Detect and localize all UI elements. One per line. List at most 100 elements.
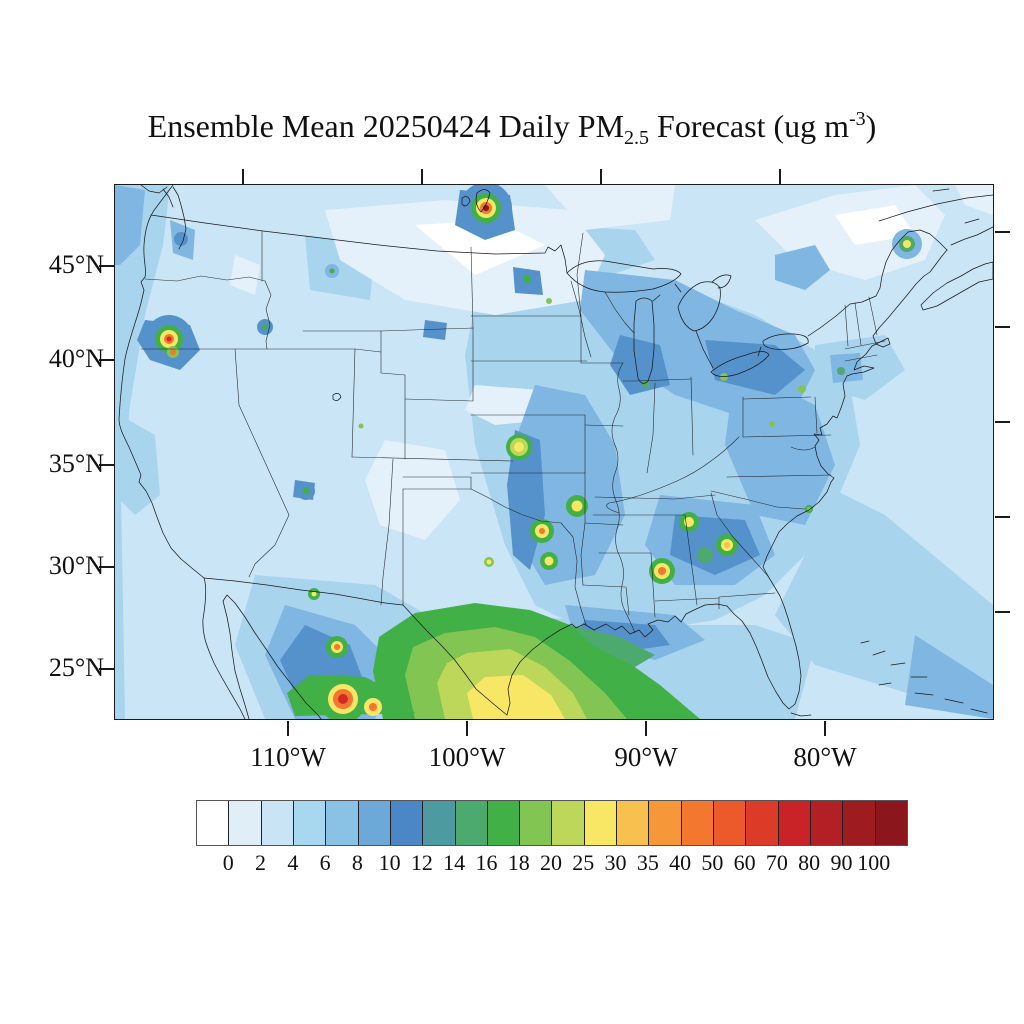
colorbar-level-label: 60 [733,850,756,875]
hotspot-idaho [262,324,268,330]
hotspot-missouri [571,500,583,512]
lon-tick [645,721,647,736]
right-tick [995,231,1010,233]
hotspot-mexico-north [311,591,317,597]
lat-tick-label: 45°N [48,250,104,279]
colorbar-segment [714,801,747,845]
hotspot-georgia-central [697,547,713,563]
us-canada-border [150,214,568,274]
colorbar-level-label: 12 [410,850,433,875]
georgian-bay [711,274,732,289]
colorbar-level-label: 80 [798,850,821,875]
lat-tick [99,668,114,670]
hotspot-virginia [769,421,775,427]
lake-michigan [633,297,655,384]
lon-tick [466,721,468,736]
hotspot-new-york-city [837,367,845,375]
colorbar-segment [681,801,714,845]
colorbar-segment [520,801,553,845]
map-linework [118,185,993,719]
lat-tick-label: 25°N [48,653,104,682]
lake-connections [652,283,762,369]
plot-title-subscript: 2.5 [624,127,650,149]
colorbar-level-label: 30 [604,850,627,875]
colorbar-segment [778,801,811,845]
atlantic-coastline [762,249,948,568]
hotspot-alabama [658,567,666,575]
contour-field [115,185,993,719]
lat-tick-label: 30°N [48,551,104,580]
hotspot-montana [329,268,335,274]
colorbar-segment [649,801,682,845]
lake-erie [710,351,770,377]
hotspot-minnesota-north [523,275,531,283]
puget-sound [172,186,187,250]
hotspot-georgia-east [724,542,730,548]
hotspot-kansas [514,442,524,452]
state-borders [140,230,886,634]
colorbar-level-label: 18 [507,850,530,875]
hotspot-mexico-monterrey-east [369,703,377,711]
colorbar-level-label: 35 [636,850,659,875]
hotspot-south-oregon-2 [170,349,176,355]
colorbar-segment [746,801,779,845]
right-tick [995,611,1010,613]
gulf-coastline [506,603,728,716]
colorbar-level-label: 14 [443,850,466,875]
hotspot-cleveland [720,373,728,381]
plot-title-text: Ensemble Mean 20250424 Daily PM [147,108,625,144]
hotspot-seattle [174,232,188,246]
manitoba-lakes [461,189,491,213]
hotspot-new-mexico-north [358,423,364,429]
colorbar-level-label: 0 [222,850,234,875]
colorbar-segment [810,801,844,845]
pacific-coastline [118,185,246,719]
colorbar-level-label: 20 [540,850,562,875]
colorbar-segment [423,801,456,845]
right-tick [995,421,1010,423]
hotspot-mexico-central [334,644,340,650]
right-tick [995,326,1010,328]
right-tick [995,516,1010,518]
new-brunswick-coast [950,226,993,246]
colorbar-segment [584,801,618,845]
lat-tick [99,566,114,568]
colorbar-level-label: 4 [287,850,299,875]
hotspot-mexico-monterrey [338,694,348,704]
anticosti-island [932,188,950,192]
florida-keys [790,712,812,717]
hotspot-south-carolina-coast [807,507,811,511]
colorbar-level-label: 8 [351,850,363,875]
colorbar-segment [197,801,230,845]
top-tick [421,169,423,184]
colorbar-segment [617,801,650,845]
colorbar-segment [390,801,424,845]
top-tick [242,169,244,184]
colorbar-level-label: 100 [857,850,891,875]
colorbar-segment [455,801,488,845]
colorbar [196,800,908,846]
hotspot-arkansas-south [544,556,554,566]
lat-tick [99,464,114,466]
lon-tick-label: 110°W [250,742,326,772]
gulf-of-california-coastline [222,594,322,719]
hotspot-utah [302,487,310,495]
map-plot-area [114,184,994,720]
colorbar-level-label: 25 [572,850,595,875]
hotspot-twin-cities [546,298,552,304]
prince-edward-island [964,218,980,224]
colorbar-segment [326,801,359,845]
top-tick [600,169,602,184]
hotspot-chicago [642,380,650,388]
strait-juan-de-fuca [162,188,174,208]
hotspot-south-oregon [166,336,172,342]
colorbar-level-label: 70 [765,850,788,875]
lon-tick-label: 80°W [793,742,857,772]
colorbar-segment [358,801,391,845]
lat-tick-label: 40°N [48,344,104,373]
bahamas-islands [860,640,988,714]
maine-canada-border [807,229,948,337]
colorbar-level-label: 90 [830,850,853,875]
rio-grande [402,604,508,716]
